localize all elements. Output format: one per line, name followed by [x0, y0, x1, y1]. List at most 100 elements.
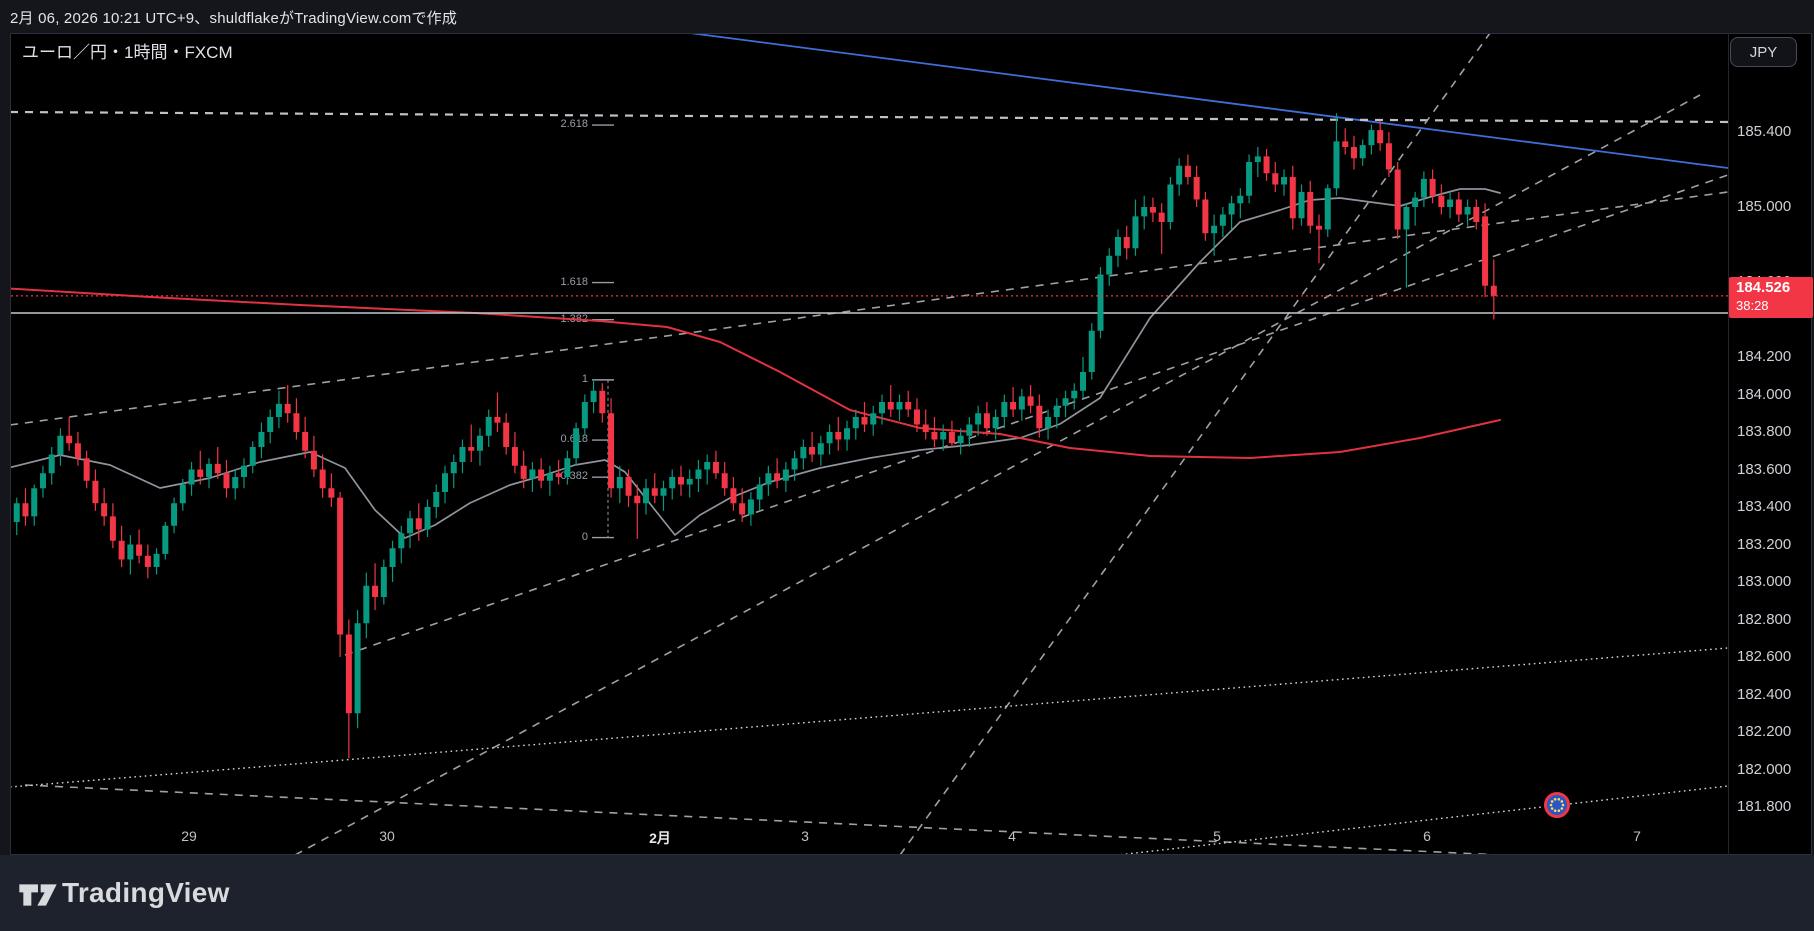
- snapshot-header: 2月 06, 2026 10:21 UTC+9、shuldflakeがTradi…: [0, 0, 1814, 33]
- candle-body: [83, 458, 90, 481]
- candle-body: [240, 465, 247, 477]
- candle-body: [1001, 402, 1008, 417]
- time-axis-label: 2月: [649, 830, 671, 846]
- price-axis-label: 183.400: [1737, 498, 1792, 515]
- candle-body: [721, 473, 728, 489]
- candle-body: [686, 478, 693, 485]
- eu-event-marker-icon: [1544, 792, 1570, 818]
- candle-body: [538, 469, 545, 481]
- price-axis-label: 184.200: [1737, 348, 1792, 365]
- currency-toggle-button[interactable]: JPY: [1730, 37, 1797, 67]
- candle-body: [22, 503, 29, 517]
- trendline-rising-dotted-long[interactable]: [10, 647, 1728, 788]
- candle-body: [975, 413, 982, 425]
- candle-body: [197, 469, 204, 477]
- price-axis-label: 183.800: [1737, 423, 1792, 440]
- candle-body: [389, 548, 396, 567]
- time-axis-label: 29: [181, 828, 197, 844]
- candle-body: [1132, 216, 1139, 249]
- fib-level-label: 1.618: [560, 275, 588, 288]
- candle-body: [1193, 177, 1200, 200]
- trendline-rising-dotted-lower-right[interactable]: [1100, 785, 1728, 857]
- candle-body: [1350, 147, 1357, 159]
- trendline-rising-dashed-shallow[interactable]: [10, 191, 1728, 426]
- candle-body: [1377, 130, 1384, 144]
- candle-body: [232, 477, 239, 489]
- candle-body: [730, 488, 737, 504]
- candle-body: [529, 469, 536, 479]
- candle-body: [1394, 169, 1401, 230]
- trendline-rising-dashed-steep-2[interactable]: [899, 33, 1491, 855]
- moving-average-red: [11, 287, 1501, 459]
- candle-body: [101, 503, 108, 517]
- candle-body: [564, 458, 571, 477]
- candle-body: [415, 518, 422, 530]
- candle-body: [634, 495, 641, 504]
- candle-body: [459, 447, 466, 462]
- candle-body: [669, 477, 676, 489]
- candle-body: [380, 567, 387, 597]
- candle-body: [957, 435, 964, 444]
- candle-body: [835, 432, 842, 440]
- price-axis-label: 185.000: [1737, 198, 1792, 215]
- candle-body: [31, 488, 38, 517]
- price-axis-separator: [1728, 33, 1729, 855]
- candle-body: [1289, 177, 1296, 219]
- candle-body: [1123, 237, 1130, 249]
- chart-area[interactable]: [10, 33, 1812, 855]
- time-axis-label: 30: [379, 828, 395, 844]
- candle-body: [573, 428, 580, 459]
- candle-body: [337, 497, 344, 635]
- candle-body: [1403, 207, 1410, 230]
- candle-body: [1202, 199, 1209, 234]
- candle-body: [1228, 203, 1235, 215]
- candlesticks: [13, 113, 1497, 759]
- candle-body: [136, 544, 143, 556]
- candle-body: [424, 507, 431, 530]
- candle-body: [398, 533, 405, 549]
- candle-body: [1254, 156, 1261, 162]
- price-axis-label: 185.400: [1737, 123, 1792, 140]
- candle-body: [809, 447, 816, 455]
- candle-body: [677, 477, 684, 485]
- candle-body: [1246, 162, 1253, 196]
- candle-body: [966, 424, 973, 436]
- candle-body: [1088, 330, 1095, 372]
- trendline-blue-descending-resistance[interactable]: [690, 33, 1728, 169]
- tradingview-wordmark: TradingView: [62, 877, 230, 908]
- trendline-rising-dashed-steep-1[interactable]: [295, 94, 1701, 855]
- candle-body: [747, 499, 754, 515]
- candle-body: [162, 525, 169, 554]
- candle-body: [590, 390, 597, 402]
- candle-body: [887, 402, 894, 410]
- price-axis-label: 183.600: [1737, 460, 1792, 478]
- candle-body: [1438, 195, 1445, 207]
- candle-body: [249, 447, 256, 466]
- candle-body: [13, 503, 20, 522]
- candle-body: [57, 435, 64, 455]
- price-axis-label: 182.600: [1737, 648, 1792, 665]
- candle-body: [267, 417, 274, 432]
- trendline-upper-horizontal-dashed[interactable]: [10, 110, 1728, 124]
- candle-body: [1368, 130, 1375, 146]
- trendline-rising-dashed-mid[interactable]: [344, 174, 1728, 656]
- candle-body: [870, 413, 877, 425]
- candle-body: [695, 469, 702, 479]
- candle-body: [704, 462, 711, 470]
- trendline-falling-dashed-lower-left[interactable]: [24, 784, 1500, 855]
- candle-body: [712, 462, 719, 474]
- candle-body: [328, 488, 335, 498]
- candle-body: [800, 447, 807, 459]
- candle-body: [1307, 192, 1314, 226]
- candle-body: [1036, 405, 1043, 429]
- candle-body: [791, 458, 798, 470]
- attribution-text: 2月 06, 2026 10:21 UTC+9、shuldflakeがTradi…: [10, 10, 458, 27]
- candle-body: [144, 555, 151, 567]
- candle-body: [1342, 141, 1349, 147]
- candle-body: [616, 477, 623, 489]
- candle-body: [284, 403, 291, 414]
- candle-body: [1219, 214, 1226, 226]
- candle-body: [171, 503, 178, 526]
